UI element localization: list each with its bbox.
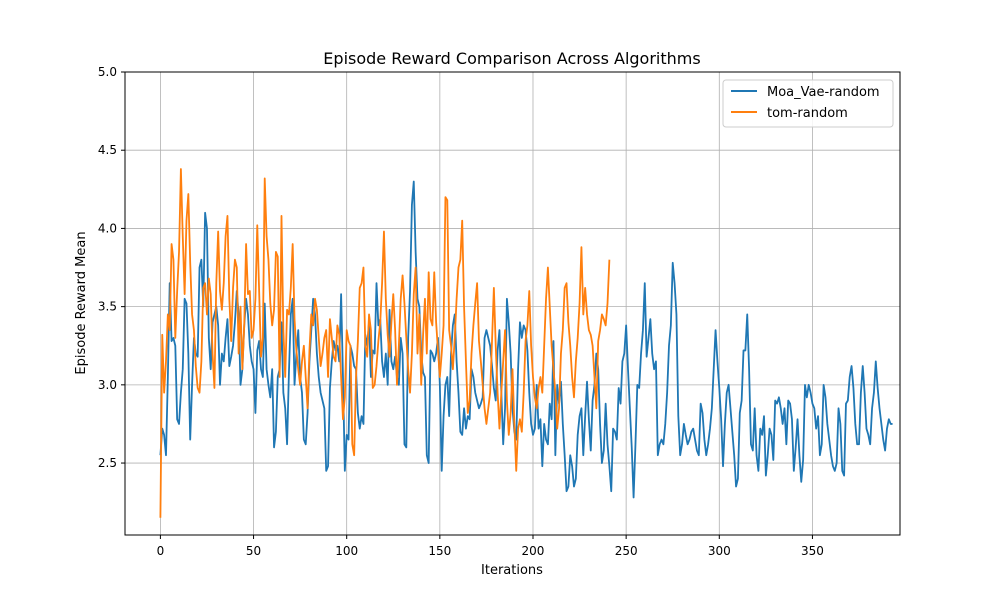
y-tick-label: 5.0 (98, 65, 117, 79)
series-layer (159, 168, 893, 518)
series-line-tom-random (159, 168, 611, 518)
y-tick-label: 3.5 (98, 300, 117, 314)
legend: Moa_Vae-random tom-random (722, 79, 894, 128)
legend-label-moa-vae-random: Moa_Vae-random (767, 85, 880, 100)
y-axis-label: Episode Reward Mean (74, 231, 89, 374)
x-tick-label: 50 (246, 544, 261, 558)
y-tick-label: 3.0 (98, 378, 117, 392)
x-tick-label: 200 (522, 544, 545, 558)
legend-box (722, 79, 894, 128)
x-tick-label: 0 (157, 544, 165, 558)
x-tick-label: 150 (428, 544, 451, 558)
y-tick-label: 4.0 (98, 221, 117, 235)
y-axis-ticks: 2.5 3.0 3.5 4.0 4.5 5.0 (98, 65, 125, 470)
x-axis-ticks: 0 50 100 150 200 250 300 350 (157, 535, 824, 558)
chart-title: Episode Reward Comparison Across Algorit… (323, 49, 700, 68)
x-tick-label: 100 (335, 544, 358, 558)
y-tick-label: 2.5 (98, 456, 117, 470)
legend-label-tom-random: tom-random (767, 106, 848, 121)
x-tick-label: 350 (801, 544, 824, 558)
y-tick-label: 4.5 (98, 143, 117, 157)
x-tick-label: 300 (708, 544, 731, 558)
x-tick-label: 250 (615, 544, 638, 558)
plot-frame (124, 71, 901, 536)
x-axis-label: Iterations (481, 563, 543, 578)
